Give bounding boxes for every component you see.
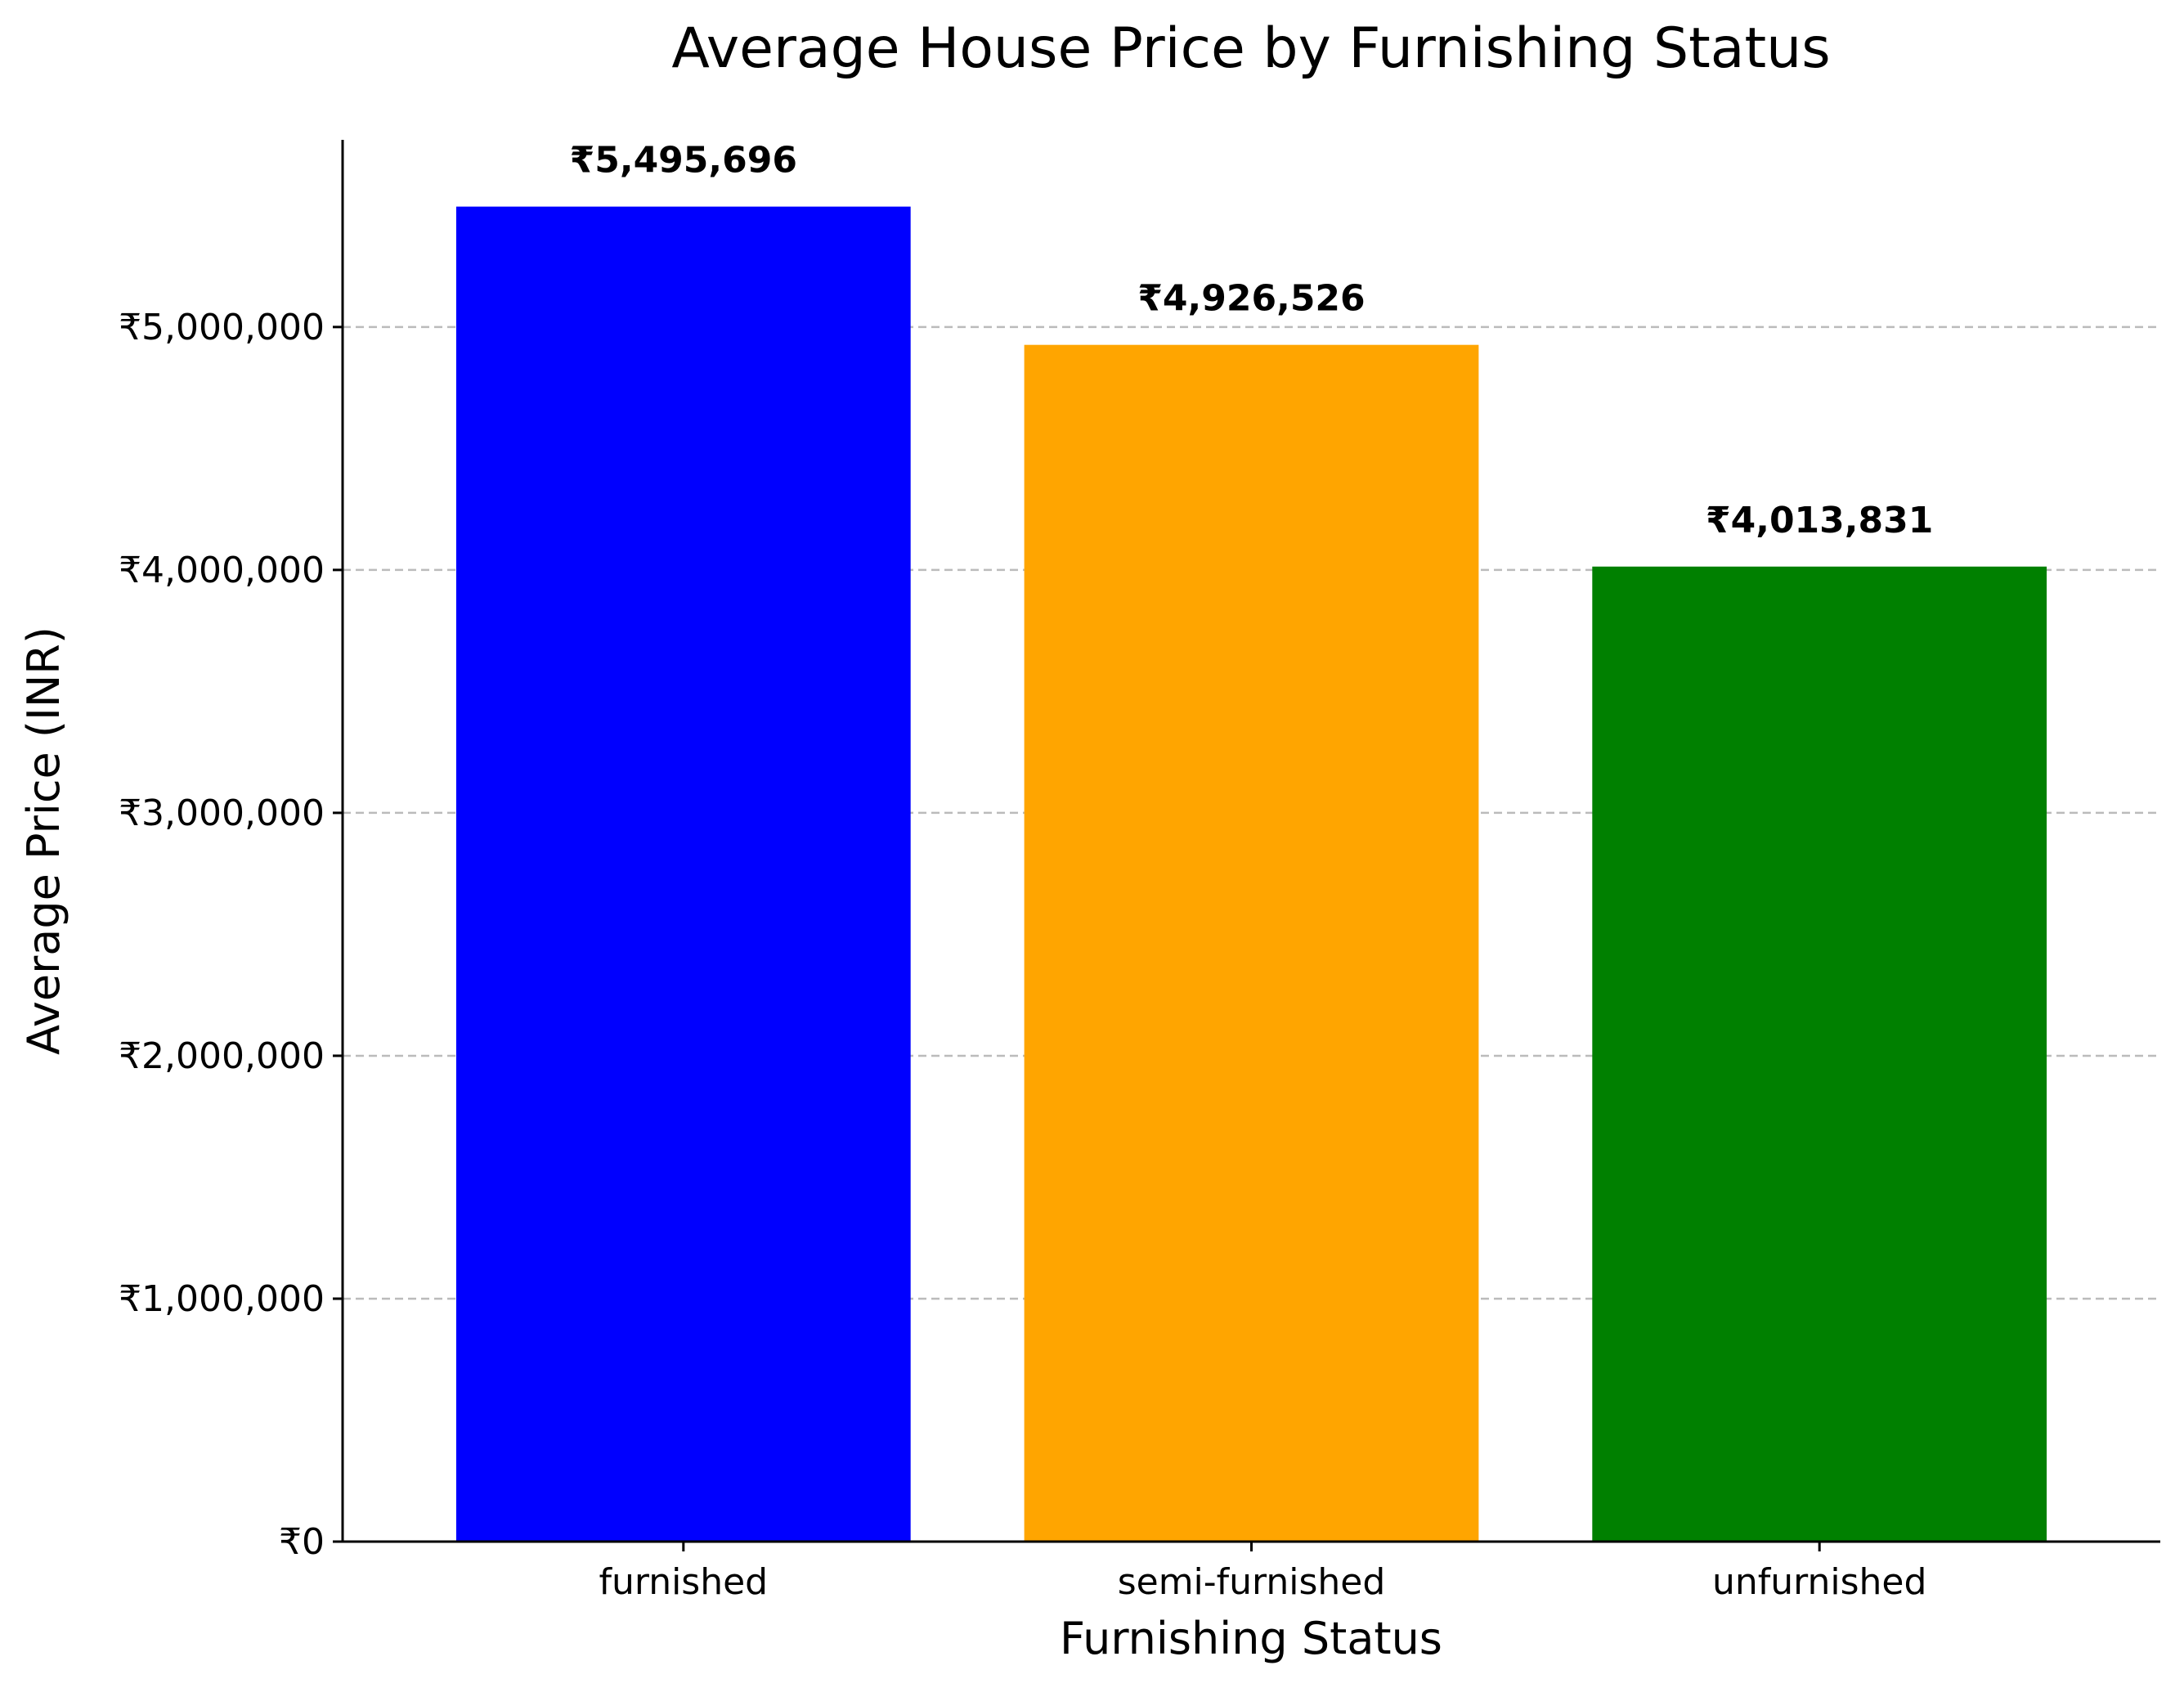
y-tick-label: ₹5,000,000 xyxy=(119,307,325,348)
bar-unfurnished xyxy=(1592,566,2047,1542)
y-tick-label: ₹3,000,000 xyxy=(119,792,325,834)
chart-title: Average House Price by Furnishing Status xyxy=(671,16,1830,81)
y-tick-label: ₹2,000,000 xyxy=(119,1035,325,1077)
x-tick-label-furnished: furnished xyxy=(599,1561,769,1603)
bars xyxy=(455,206,2047,1542)
y-tick-label: ₹4,000,000 xyxy=(119,550,325,591)
y-ticks: ₹0 ₹1,000,000 ₹2,000,000 ₹3,000,000 ₹4,000,0… xyxy=(119,307,343,1563)
data-label-unfurnished: ₹4,013,831 xyxy=(1706,500,1933,541)
x-axis-label: Furnishing Status xyxy=(1060,1613,1442,1664)
data-labels: ₹5,495,696 ₹4,926,526 ₹4,013,831 xyxy=(570,140,1934,541)
x-ticks: furnished semi-furnished unfurnished xyxy=(599,1542,1926,1603)
x-tick-label-unfurnished: unfurnished xyxy=(1712,1561,1926,1603)
bar-semi-furnished xyxy=(1024,344,1479,1542)
bar-furnished xyxy=(455,206,911,1542)
y-tick-label: ₹0 xyxy=(279,1521,325,1563)
data-label-furnished: ₹5,495,696 xyxy=(570,140,797,182)
y-tick-label: ₹1,000,000 xyxy=(119,1278,325,1320)
data-label-semi-furnished: ₹4,926,526 xyxy=(1137,278,1365,320)
x-tick-label-semi-furnished: semi-furnished xyxy=(1118,1561,1386,1603)
y-axis-label: Average Price (INR) xyxy=(18,626,70,1055)
